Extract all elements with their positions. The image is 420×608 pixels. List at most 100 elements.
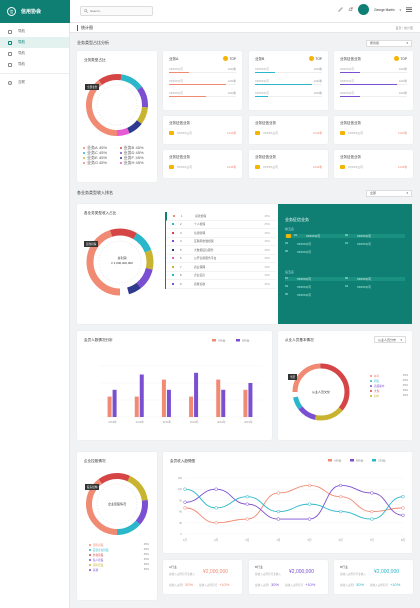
stat-growth: +10% xyxy=(390,582,401,587)
legend-swatch xyxy=(236,339,240,342)
legend-item: 外商控股 45% xyxy=(89,552,149,557)
rank-pct: 45% xyxy=(264,273,270,278)
card-title: 业务征信业务 xyxy=(169,121,190,125)
top-badge: TOP xyxy=(222,56,236,61)
panel-rank-row: 05 XXXXX公司 xyxy=(285,250,405,254)
menu-icon[interactable] xyxy=(406,7,412,12)
x-tick-label: 2019年 xyxy=(136,420,145,424)
data-point xyxy=(276,491,281,495)
sidebar-item-nav-4[interactable]: 导航 xyxy=(0,59,69,70)
top-badge: TOP xyxy=(308,56,322,61)
rank-no: 03 xyxy=(285,242,288,245)
sidebar: 导航 导航 导航 导航 互联 xyxy=(0,23,70,608)
company-count: 1234笔 xyxy=(227,80,236,83)
card-title: 业务B xyxy=(255,57,265,61)
rank-item[interactable]: 2 个人担保 45% xyxy=(166,221,276,229)
card-title: 企业控股情况 xyxy=(84,459,106,463)
company-count: 1234笔 xyxy=(397,131,407,135)
sidebar-item-connect[interactable]: 互联 xyxy=(0,77,69,88)
bell-icon[interactable] xyxy=(348,7,353,12)
sidebar-item-nav-3[interactable]: 导航 xyxy=(0,48,69,59)
data-point xyxy=(370,509,374,514)
bar xyxy=(134,396,139,417)
app-logo[interactable]: 信 信用协会 xyxy=(0,0,70,23)
rank-item[interactable]: 5 大数据征信服务 45% xyxy=(166,246,276,255)
rank-entry xyxy=(345,293,405,297)
link-icon xyxy=(8,80,12,85)
progress-fill xyxy=(169,72,190,74)
progress-fill xyxy=(340,72,361,74)
progress-fill xyxy=(169,96,206,98)
license-card: 业务征信业务 XXXXX公司 1234笔 xyxy=(249,150,328,178)
legend-item: 业务B 45% xyxy=(119,145,154,150)
rank-index: 1 xyxy=(181,213,183,218)
rank-item[interactable]: 8 企业征信 45% xyxy=(166,272,276,280)
company-name: XXXXX公司 xyxy=(255,80,269,83)
legend-item: 业务A 45% xyxy=(83,145,117,150)
x-tick-label: 2019年 xyxy=(244,420,253,424)
staff-filter-select[interactable]: 从业人员分布 ▾ xyxy=(374,336,406,343)
progress-track xyxy=(169,84,236,86)
rank-entry: 01 XXXXX公司 xyxy=(285,277,345,281)
bar xyxy=(161,379,166,417)
panel-rank-row: 01 XXXXX公司 02 XXXXX公司 xyxy=(285,234,405,238)
rank-pct: 45% xyxy=(264,264,270,269)
data-point xyxy=(307,483,312,488)
breadcrumb-home[interactable]: 首页 xyxy=(395,25,402,30)
company-name: XXXXX公司 xyxy=(263,131,278,135)
bar xyxy=(248,383,253,417)
company-row: XXXXX公司 1234笔 xyxy=(340,67,407,71)
data-point xyxy=(245,502,249,506)
biz-filter-select[interactable]: 全部 ▾ xyxy=(366,189,412,197)
rank-item[interactable]: 9 商账追收 45% xyxy=(166,280,276,289)
search-input[interactable] xyxy=(90,9,150,13)
rank-dot xyxy=(172,274,174,277)
legend-dot xyxy=(89,548,91,551)
sidebar-item-label: 导航 xyxy=(18,62,25,66)
edit-icon[interactable] xyxy=(338,7,343,12)
rank-company: XXXXX公司 xyxy=(297,243,311,246)
legend-label: 业务G xyxy=(87,159,99,165)
rank-item[interactable]: 1 贷款担保 45% xyxy=(166,212,276,221)
company-row: XXXXX公司 1234笔 xyxy=(255,165,322,169)
legend-label: A行业 xyxy=(218,339,226,343)
breadcrumb-current: 统计图 xyxy=(403,25,413,30)
bar xyxy=(107,396,112,417)
rank-entry: 05 XXXXX公司 xyxy=(285,250,345,254)
license-card: 业务征信业务 XXXXX公司 1234笔 xyxy=(334,116,413,144)
legend-dot xyxy=(89,543,91,546)
y-tick-label: 150 xyxy=(178,476,183,480)
user-name[interactable]: George Martin xyxy=(374,7,395,12)
select-value: 按省级 xyxy=(370,41,380,45)
legend-pct: 45% xyxy=(402,394,408,397)
legend-pct: 45% xyxy=(402,389,408,392)
donut-center-label: 企业控股情况 xyxy=(107,502,126,506)
rank-no: 03 xyxy=(285,285,288,288)
legend-pct: 45% xyxy=(402,384,408,387)
panel-rank-row: 03 XXXXX公司 04 XXXXX公司 xyxy=(285,285,405,289)
card-title: 业务征信业务 xyxy=(255,121,276,125)
sidebar-item-label: 互联 xyxy=(18,80,25,84)
province-select[interactable]: 按省级 ▾ xyxy=(366,39,412,47)
sidebar-item-nav-2[interactable]: 导航 xyxy=(0,37,69,48)
company-name: XXXXX公司 xyxy=(255,92,269,95)
company-count: 1234笔 xyxy=(398,80,407,83)
rank-item[interactable]: 3 信用管理 45% xyxy=(166,229,276,238)
card-title: 各业务类型收入占比 xyxy=(84,211,117,215)
donut-badge: 贷款担保 xyxy=(84,241,99,247)
rank-item[interactable]: 7 商业保理 45% xyxy=(166,263,276,272)
sidebar-item-nav-1[interactable]: 导航 xyxy=(0,26,69,37)
series-line xyxy=(184,488,404,520)
legend-label: B行业 xyxy=(356,459,364,463)
data-point xyxy=(307,502,312,506)
rank-dot xyxy=(172,231,174,234)
search-box[interactable] xyxy=(80,6,153,16)
dropdown-chevron-icon[interactable]: ▾ xyxy=(399,7,401,12)
donut-slice xyxy=(292,363,350,421)
donut-slice xyxy=(292,363,350,421)
rank-item[interactable]: 6 公开信用服务平台 45% xyxy=(166,255,276,263)
rank-item[interactable]: 4 互联网金融担保 45% xyxy=(166,238,276,246)
doc-icon xyxy=(8,62,12,67)
legend-dot xyxy=(83,146,85,149)
avatar[interactable] xyxy=(358,4,370,15)
